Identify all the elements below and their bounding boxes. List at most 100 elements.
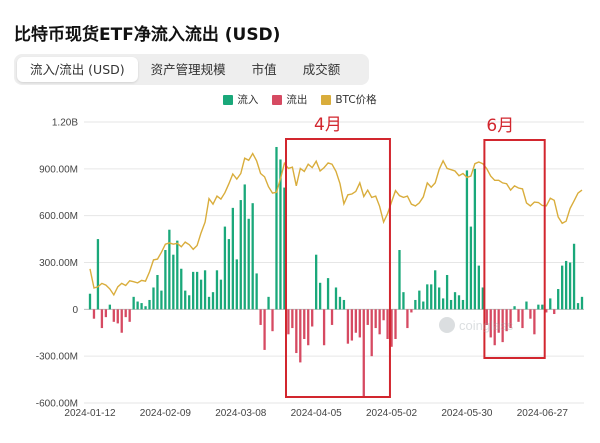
outflow-bar	[366, 309, 369, 325]
outflow-bar	[501, 309, 504, 343]
inflow-bar	[580, 296, 584, 310]
inflow-bar	[473, 168, 477, 310]
inflow-bar	[279, 159, 282, 310]
inflow-bar	[199, 279, 203, 310]
inflow-bar	[184, 290, 187, 310]
legend-inflow-swatch	[223, 94, 234, 105]
inflow-bar	[342, 299, 346, 310]
inflow-bar	[144, 306, 147, 310]
outflow-bar	[553, 309, 556, 315]
inflow-bar	[96, 239, 100, 310]
chart-legend: 流入 流出 BTC价格	[0, 92, 600, 107]
inflow-bar	[219, 279, 223, 310]
outflow-bar	[485, 309, 488, 325]
inflow-bar	[160, 290, 163, 310]
inflow-bar	[326, 278, 330, 310]
inflow-bar	[235, 259, 238, 310]
page-title: 比特币现货ETF净流入流出 (USD)	[14, 25, 281, 45]
outflow-bar	[350, 309, 354, 341]
inflow-bar	[227, 239, 231, 310]
annotation-box	[285, 138, 391, 398]
inflow-bar	[203, 270, 207, 310]
inflow-bar	[207, 296, 211, 310]
outflow-bar	[124, 309, 127, 318]
x-tick-label: 2024-06-27	[517, 408, 569, 419]
y-tick-label: -300.00M	[36, 352, 78, 363]
inflow-bar	[430, 284, 433, 310]
x-tick-label: 2024-04-05	[291, 408, 343, 419]
outflow-bar	[386, 309, 389, 339]
inflow-bar	[434, 270, 437, 310]
outflow-bar	[394, 309, 397, 339]
outflow-bar	[489, 309, 492, 338]
legend-outflow[interactable]: 流出	[272, 92, 307, 107]
tab-volume[interactable]: 成交额	[302, 62, 341, 77]
outflow-bar	[120, 309, 123, 333]
outflow-bar	[92, 309, 96, 319]
y-tick-label: -600.00M	[36, 399, 78, 410]
inflow-bar	[402, 292, 405, 310]
outflow-bar	[533, 309, 536, 335]
annotation-box	[483, 139, 546, 359]
inflow-bar	[441, 298, 445, 310]
outflow-bar	[271, 309, 274, 332]
outflow-bar	[100, 309, 104, 329]
outflow-bar	[307, 309, 310, 346]
inflow-bar	[477, 265, 480, 310]
inflow-bar	[315, 254, 318, 310]
outflow-bar	[291, 309, 294, 329]
btc-price-line	[89, 152, 583, 297]
outflow-bar	[370, 309, 373, 357]
inflow-bar	[557, 289, 560, 310]
inflow-bar	[422, 301, 425, 310]
watermark-logo-icon	[439, 317, 455, 333]
outflow-bar	[322, 309, 326, 346]
outflow-bar	[374, 309, 377, 329]
inflow-bar	[140, 303, 143, 310]
inflow-bar	[513, 306, 516, 310]
outflow-bar	[362, 309, 365, 397]
outflow-bar	[104, 309, 108, 318]
outflow-bar	[509, 309, 512, 329]
inflow-bar	[453, 292, 457, 310]
inflow-bar	[572, 243, 576, 310]
outflow-bar	[493, 309, 496, 346]
annotation-label: 4月	[314, 115, 342, 135]
legend-btc-swatch	[321, 94, 332, 105]
inflow-bar	[426, 284, 429, 310]
inflow-bar	[461, 299, 465, 310]
inflow-bar	[247, 218, 250, 310]
tab-aum[interactable]: 资产管理规模	[150, 62, 226, 77]
inflow-bar	[132, 296, 135, 310]
watermark-text: coinglass	[459, 318, 514, 333]
y-tick-label: 1.20B	[52, 118, 78, 129]
inflow-bar	[211, 292, 215, 310]
inflow-bar	[192, 271, 195, 310]
inflow-bar	[195, 271, 199, 310]
tab-market-cap[interactable]: 市值	[251, 62, 277, 77]
inflow-bar	[108, 304, 111, 310]
inflow-bar	[231, 207, 234, 310]
inflow-bar	[156, 274, 159, 310]
legend-btc-label: BTC价格	[335, 94, 377, 106]
outflow-bar	[112, 309, 115, 322]
inflow-bar	[334, 287, 338, 310]
inflow-bar	[541, 304, 544, 310]
inflow-bar	[275, 146, 278, 310]
outflow-bar	[299, 309, 302, 363]
tab-inflow-outflow[interactable]: 流入/流出 (USD)	[17, 57, 138, 82]
outflow-bar	[545, 309, 548, 313]
legend-btc-price[interactable]: BTC价格	[321, 92, 377, 107]
watermark: coinglass	[439, 317, 514, 333]
outflow-bar	[517, 309, 520, 322]
y-tick-label: 900.00M	[39, 164, 78, 175]
outflow-bar	[378, 309, 381, 335]
inflow-bar	[465, 170, 469, 310]
inflow-bar	[525, 301, 528, 310]
inflow-bar	[338, 296, 342, 310]
legend-inflow[interactable]: 流入	[223, 92, 258, 107]
x-tick-label: 2024-05-30	[441, 408, 493, 419]
inflow-bar	[215, 270, 219, 310]
outflow-bar	[354, 309, 357, 333]
inflow-bar	[576, 303, 580, 310]
